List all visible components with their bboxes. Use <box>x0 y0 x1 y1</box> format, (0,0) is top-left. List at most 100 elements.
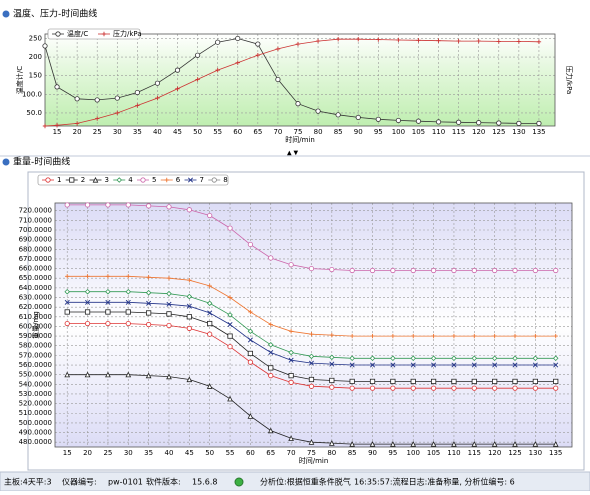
x-tick-label: 95 <box>374 128 383 136</box>
point <box>227 344 233 350</box>
point <box>390 385 396 391</box>
point <box>125 202 131 208</box>
point <box>476 120 482 126</box>
y-tick-label: 650.0000 <box>19 274 52 282</box>
point <box>451 441 457 447</box>
point <box>227 333 233 339</box>
point <box>472 333 477 339</box>
point <box>186 376 193 383</box>
status-group: 主板:4天平:3 仪器编号: pw-0101 软件版本: 15.6.8 分析位:根据恒重条… <box>4 477 515 487</box>
point <box>471 441 478 447</box>
x-tick-label: 135 <box>532 128 545 136</box>
x-axis-label: 时间/min <box>285 135 315 144</box>
point <box>105 288 111 295</box>
point <box>268 255 274 261</box>
point <box>288 349 294 356</box>
point <box>84 371 91 378</box>
point <box>471 267 477 274</box>
x-tick-label: 75 <box>294 128 303 136</box>
point <box>451 333 457 339</box>
x-tick-label: 130 <box>529 449 542 457</box>
point <box>268 373 274 379</box>
point <box>410 355 417 362</box>
x-tick-label: 90 <box>368 449 377 457</box>
x-tick-label: 50 <box>193 128 202 136</box>
point <box>134 89 140 96</box>
x-tick-label: 15 <box>53 128 62 136</box>
point <box>227 321 233 328</box>
point <box>308 360 314 366</box>
point <box>125 299 131 305</box>
point <box>431 362 437 368</box>
panel-title: 重量-时间曲线 <box>13 156 70 168</box>
series-line <box>44 38 539 127</box>
legend-label: 4 <box>128 176 133 184</box>
header-icon <box>2 10 10 18</box>
y-tick-label: 710.0000 <box>19 216 52 224</box>
y-tick-label: 500.0000 <box>19 419 52 427</box>
point <box>456 119 462 125</box>
y-tick-label: 700.0000 <box>19 226 52 234</box>
point <box>125 320 131 327</box>
x-tick-label: 25 <box>103 449 112 457</box>
point <box>288 435 294 441</box>
point <box>186 207 192 213</box>
y-axis-label: 温度计/C <box>15 66 24 94</box>
legend-marker <box>211 177 217 183</box>
point <box>267 427 274 434</box>
point <box>552 441 559 447</box>
x-tick-label: 30 <box>113 128 122 136</box>
point <box>114 95 120 101</box>
point <box>248 309 253 315</box>
point <box>74 96 80 102</box>
point <box>42 43 48 49</box>
x-tick-label: 80 <box>327 449 336 457</box>
status-text: 16:35:57:流程日志:准备称量, 分析位编号: 6 <box>354 477 515 487</box>
point <box>532 385 538 391</box>
point <box>247 337 253 343</box>
point <box>64 202 70 208</box>
point <box>410 378 416 385</box>
point <box>349 355 355 362</box>
y-tick-label: 530.0000 <box>19 390 52 398</box>
legend-label: 温度/C <box>67 29 88 38</box>
point <box>532 378 538 385</box>
y-tick-label: 620.0000 <box>19 303 52 311</box>
point <box>247 241 254 248</box>
point <box>553 267 559 274</box>
point <box>512 355 518 362</box>
point <box>512 441 518 447</box>
point <box>288 262 294 268</box>
point <box>451 355 457 362</box>
point <box>146 300 152 306</box>
x-tick-label: 40 <box>153 128 162 136</box>
point <box>390 441 396 447</box>
point <box>125 371 132 378</box>
y-tick-label: 510.0000 <box>19 409 52 417</box>
point <box>396 37 401 43</box>
point <box>227 295 233 300</box>
collapse-arrows[interactable]: ▲ ▼ <box>287 150 299 157</box>
point <box>195 77 200 82</box>
x-tick-label: 45 <box>173 128 182 136</box>
point <box>166 290 172 297</box>
y-tick-label: 570.0000 <box>19 351 52 359</box>
point <box>349 441 356 447</box>
x-tick-label: 105 <box>427 449 440 457</box>
point <box>187 277 192 283</box>
point <box>85 274 90 279</box>
point <box>64 309 70 315</box>
legend-marker <box>55 31 61 37</box>
point <box>145 372 152 379</box>
point <box>430 385 437 391</box>
x-tick-label: 20 <box>83 449 92 457</box>
point <box>288 357 294 363</box>
point <box>275 46 281 52</box>
point <box>430 267 437 274</box>
x-axis-label: 时间/min <box>299 456 329 465</box>
point <box>146 321 152 328</box>
point <box>227 225 233 231</box>
legend-marker <box>69 177 75 183</box>
point <box>349 362 355 368</box>
